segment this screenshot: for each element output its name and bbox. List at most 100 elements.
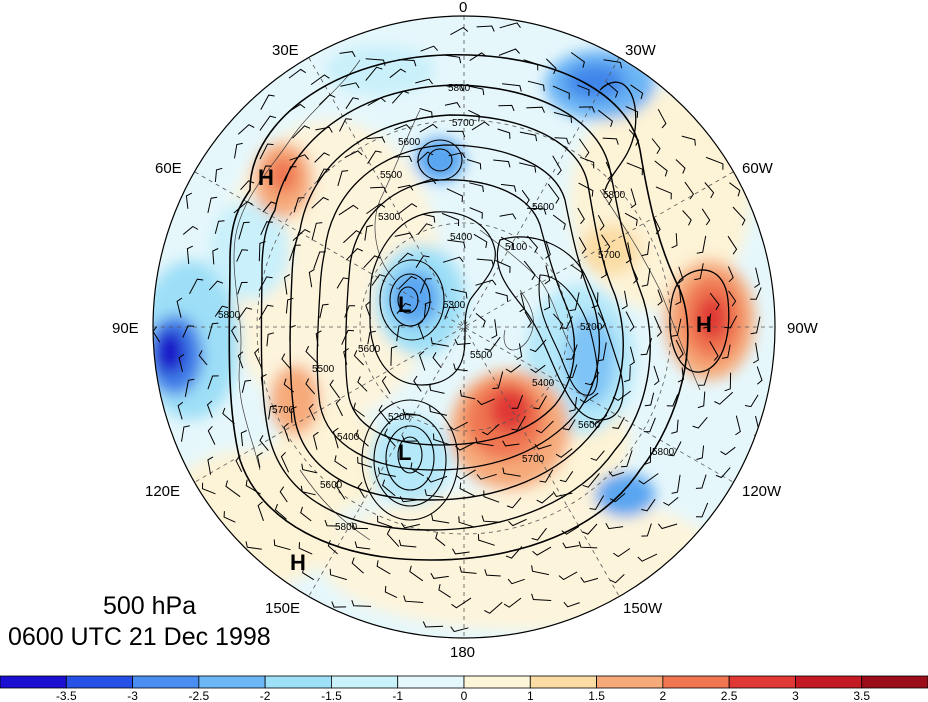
wind-barb [315, 330, 322, 347]
wind-barb [578, 541, 598, 549]
wind-barb [459, 482, 476, 497]
wind-barb [756, 366, 763, 385]
wind-barb [257, 501, 264, 521]
wind-barb [441, 212, 460, 227]
wind-barb [523, 59, 539, 71]
wind-barb [235, 455, 243, 473]
wind-barb [696, 445, 705, 460]
wind-barb [319, 303, 329, 319]
wind-barb [354, 541, 371, 550]
wind-barb [466, 159, 482, 170]
wind-barb [469, 52, 487, 62]
title-time: 0600 UTC 21 Dec 1998 [8, 623, 271, 651]
colorbar-tick-label: -1 [392, 689, 403, 702]
wind-barb [641, 241, 650, 257]
wind-barb [493, 159, 511, 168]
wind-barb [626, 162, 643, 176]
contour-labels: 5800 5700 5600 5500 5300 5400 5600 5100 … [218, 83, 675, 533]
wind-barb [560, 315, 573, 330]
wind-barb [315, 126, 333, 133]
wind-barb [527, 235, 539, 253]
wind-barb [606, 82, 619, 98]
wind-barb [584, 372, 600, 386]
contour-label: 5800 [335, 522, 358, 533]
wind-barb [365, 66, 383, 81]
wind-barb [418, 350, 426, 371]
wind-barb [446, 84, 464, 92]
wind-barb [415, 78, 433, 85]
wind-barb [502, 83, 522, 92]
wind-barb [491, 319, 498, 339]
wind-barb [393, 155, 413, 163]
wind-barb [206, 400, 213, 418]
wind-barb [476, 473, 497, 480]
colorbar-swatch [463, 675, 531, 689]
wind-barb [351, 600, 372, 607]
wind-barb [519, 292, 526, 313]
wind-barb [384, 585, 398, 599]
wind-barb [214, 167, 223, 182]
wind-barb [207, 196, 218, 214]
wind-barb [268, 404, 277, 420]
wind-barb [630, 188, 637, 209]
wind-barb [694, 263, 704, 281]
wind-barb [403, 595, 424, 603]
wind-barb [644, 446, 652, 465]
contour-label: 5400 [450, 232, 473, 243]
wind-barb [273, 539, 291, 551]
wind-barb [345, 248, 363, 261]
wind-barb [640, 337, 653, 356]
wind-barb [727, 235, 738, 255]
wind-barb [423, 301, 432, 319]
wind-barb [623, 366, 631, 383]
wind-barb [416, 178, 437, 185]
wind-barb [453, 363, 468, 372]
wind-barb [519, 131, 538, 142]
wind-barb [233, 200, 253, 214]
wind-barb [394, 124, 411, 130]
wind-barb [337, 170, 349, 187]
wind-barb [451, 597, 472, 609]
wind-barb [609, 574, 625, 584]
wind-barb [287, 103, 306, 113]
wind-barb [260, 221, 273, 236]
wind-barb [245, 479, 261, 495]
wind-barb [498, 104, 515, 112]
wind-barb [561, 525, 580, 535]
colorbar-tick-label: 3.5 [853, 689, 870, 702]
wind-barb [201, 482, 216, 495]
wind-barb [420, 45, 439, 52]
wind-barb [305, 378, 316, 395]
wind-barb [499, 22, 521, 29]
wind-barb [507, 578, 525, 585]
wind-barb [709, 340, 719, 361]
wind-barb [695, 474, 707, 489]
title-level: 500 hPa [103, 592, 197, 620]
colorbar-tick-label: -3.5 [56, 689, 77, 702]
wind-barb [724, 315, 738, 329]
wind-barb [559, 471, 574, 483]
wind-barb [695, 502, 709, 518]
lon-label-90w: 90W [787, 320, 819, 337]
wind-barb [628, 129, 640, 146]
high-center: H [290, 550, 306, 575]
wind-barb [396, 324, 405, 342]
colorbar-tick-label: 2 [660, 689, 667, 702]
wind-barb [536, 493, 554, 504]
wind-barb [357, 376, 368, 392]
wind-barb [714, 391, 734, 405]
wind-barb [290, 406, 297, 423]
wind-barb [176, 297, 183, 318]
wind-barb [715, 467, 731, 479]
contour-label: 5600 [320, 480, 343, 491]
colorbar-swatch [728, 675, 796, 689]
wind-barb [475, 437, 494, 447]
lon-label-30e: 30E [272, 42, 299, 59]
wind-barb [452, 548, 470, 555]
graticule [153, 16, 775, 638]
wind-barb [458, 516, 476, 528]
wind-barb [308, 403, 316, 421]
wind-barb [254, 348, 262, 368]
wind-barb [475, 313, 486, 327]
wind-barb [654, 160, 668, 177]
